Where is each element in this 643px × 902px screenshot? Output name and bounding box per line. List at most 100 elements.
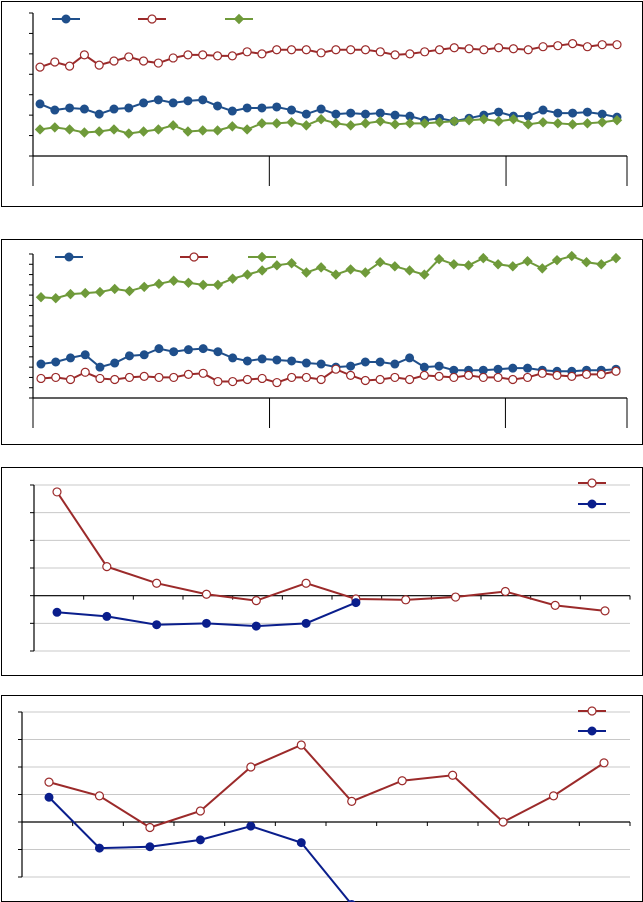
data-point <box>522 255 533 267</box>
data-point <box>94 60 104 70</box>
data-point <box>301 372 311 383</box>
data-point <box>256 265 268 276</box>
data-point <box>537 263 548 274</box>
data-point <box>375 116 386 127</box>
legend-marker <box>64 252 74 262</box>
data-point <box>596 369 606 379</box>
data-point <box>198 50 208 60</box>
series-line <box>48 743 605 829</box>
data-point <box>346 370 356 380</box>
data-point <box>228 353 238 363</box>
data-point <box>523 119 534 130</box>
data-point <box>581 369 592 379</box>
data-point <box>50 293 61 304</box>
data-point <box>405 353 415 363</box>
data-point <box>449 116 460 127</box>
data-point <box>581 257 592 268</box>
data-point <box>102 562 112 572</box>
data-point <box>596 117 608 128</box>
data-point <box>301 109 311 119</box>
data-point <box>360 267 371 278</box>
data-point <box>508 363 518 373</box>
data-point <box>272 45 282 55</box>
data-point <box>257 354 267 364</box>
data-point <box>102 611 112 621</box>
data-point <box>183 369 194 379</box>
data-point <box>375 108 385 118</box>
data-point <box>35 291 47 303</box>
data-point <box>80 367 90 377</box>
data-point <box>95 362 105 372</box>
data-point <box>346 108 356 118</box>
data-point <box>109 283 120 295</box>
data-point <box>50 57 60 67</box>
data-point <box>64 61 75 71</box>
data-point <box>597 109 607 119</box>
data-point <box>390 110 400 120</box>
series-1 <box>44 740 609 833</box>
data-point <box>345 120 356 131</box>
data-point <box>523 363 533 373</box>
data-point <box>463 370 474 380</box>
data-point <box>34 124 46 135</box>
data-point <box>390 359 400 369</box>
data-point <box>139 350 149 360</box>
data-point <box>246 821 256 831</box>
data-point <box>93 126 105 137</box>
chart-2 <box>1 239 643 445</box>
data-point <box>201 618 211 628</box>
data-point <box>109 104 119 114</box>
data-point <box>301 267 312 278</box>
data-point <box>316 359 326 369</box>
data-point <box>80 287 91 299</box>
data-point <box>94 791 105 801</box>
data-point <box>567 119 578 130</box>
data-point <box>213 376 223 387</box>
chart-frame <box>1 1 643 207</box>
data-point <box>94 109 104 119</box>
data-point <box>154 344 164 354</box>
data-point <box>124 52 134 62</box>
data-point <box>242 269 253 280</box>
data-point <box>479 45 489 55</box>
data-point <box>94 843 104 853</box>
data-point <box>80 350 90 360</box>
data-point <box>212 51 223 61</box>
data-point <box>582 42 593 52</box>
chart-panel-4 <box>0 694 643 902</box>
series-2 <box>44 792 356 902</box>
data-point <box>52 607 62 617</box>
series-2 <box>35 39 622 72</box>
series-line <box>39 42 617 69</box>
data-point <box>537 117 549 128</box>
legend-marker <box>147 14 157 24</box>
data-point <box>360 109 370 119</box>
legend-entry-1 <box>578 478 606 488</box>
data-point <box>64 124 75 135</box>
data-point <box>346 361 356 371</box>
data-point <box>145 842 155 852</box>
data-point <box>152 620 162 630</box>
data-point <box>168 275 179 286</box>
data-point <box>124 103 134 113</box>
data-point <box>153 58 163 68</box>
data-point <box>551 254 563 266</box>
legend-entry-1 <box>578 706 606 716</box>
data-point <box>405 49 415 59</box>
data-point <box>420 47 430 57</box>
data-point <box>552 118 564 129</box>
data-point <box>198 344 208 354</box>
series-line <box>56 491 606 612</box>
data-point <box>345 264 356 275</box>
data-point <box>492 259 504 270</box>
data-point <box>145 822 155 833</box>
chart-panel-2 <box>0 238 643 448</box>
data-point <box>316 104 326 114</box>
chart-4 <box>1 695 643 902</box>
data-point <box>448 770 458 780</box>
data-point <box>463 115 475 126</box>
data-point <box>152 578 162 588</box>
data-point <box>331 45 341 55</box>
data-point <box>397 776 407 786</box>
data-point <box>110 358 120 368</box>
